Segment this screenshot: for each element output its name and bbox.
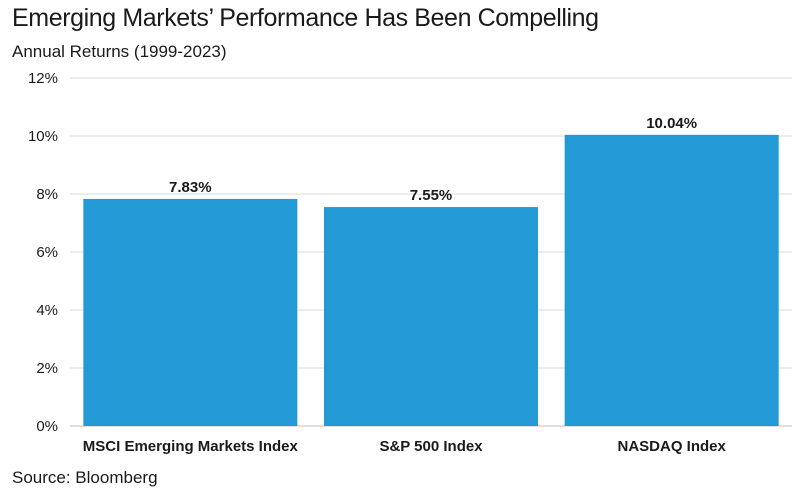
- bar: [324, 207, 538, 426]
- data-label: 7.55%: [410, 187, 453, 204]
- y-tick-label: 6%: [36, 244, 58, 261]
- category-label: S&P 500 Index: [379, 438, 483, 455]
- y-tick-label: 10%: [28, 128, 58, 145]
- data-labels: 7.83% 7.55% 10.04%: [169, 115, 697, 204]
- y-tick-label: 2%: [36, 360, 58, 377]
- category-label: MSCI Emerging Markets Index: [83, 438, 299, 455]
- bars: [83, 134, 779, 426]
- data-label: 10.04%: [646, 115, 697, 132]
- x-axis-categories: MSCI Emerging Markets Index S&P 500 Index…: [83, 438, 727, 455]
- y-tick-label: 8%: [36, 186, 58, 203]
- chart-title: Emerging Markets’ Performance Has Been C…: [12, 4, 599, 32]
- chart-subtitle: Annual Returns (1999-2023): [12, 42, 227, 61]
- y-tick-label: 12%: [28, 70, 58, 87]
- bar: [83, 198, 298, 426]
- y-tick-label: 0%: [36, 418, 58, 435]
- data-label: 7.83%: [169, 179, 212, 196]
- bar: [564, 134, 779, 426]
- source-note: Source: Bloomberg: [12, 468, 158, 487]
- category-label: NASDAQ Index: [617, 438, 726, 455]
- y-axis-ticks: 0% 2% 4% 6% 8% 10% 12%: [28, 70, 58, 435]
- y-tick-label: 4%: [36, 302, 58, 319]
